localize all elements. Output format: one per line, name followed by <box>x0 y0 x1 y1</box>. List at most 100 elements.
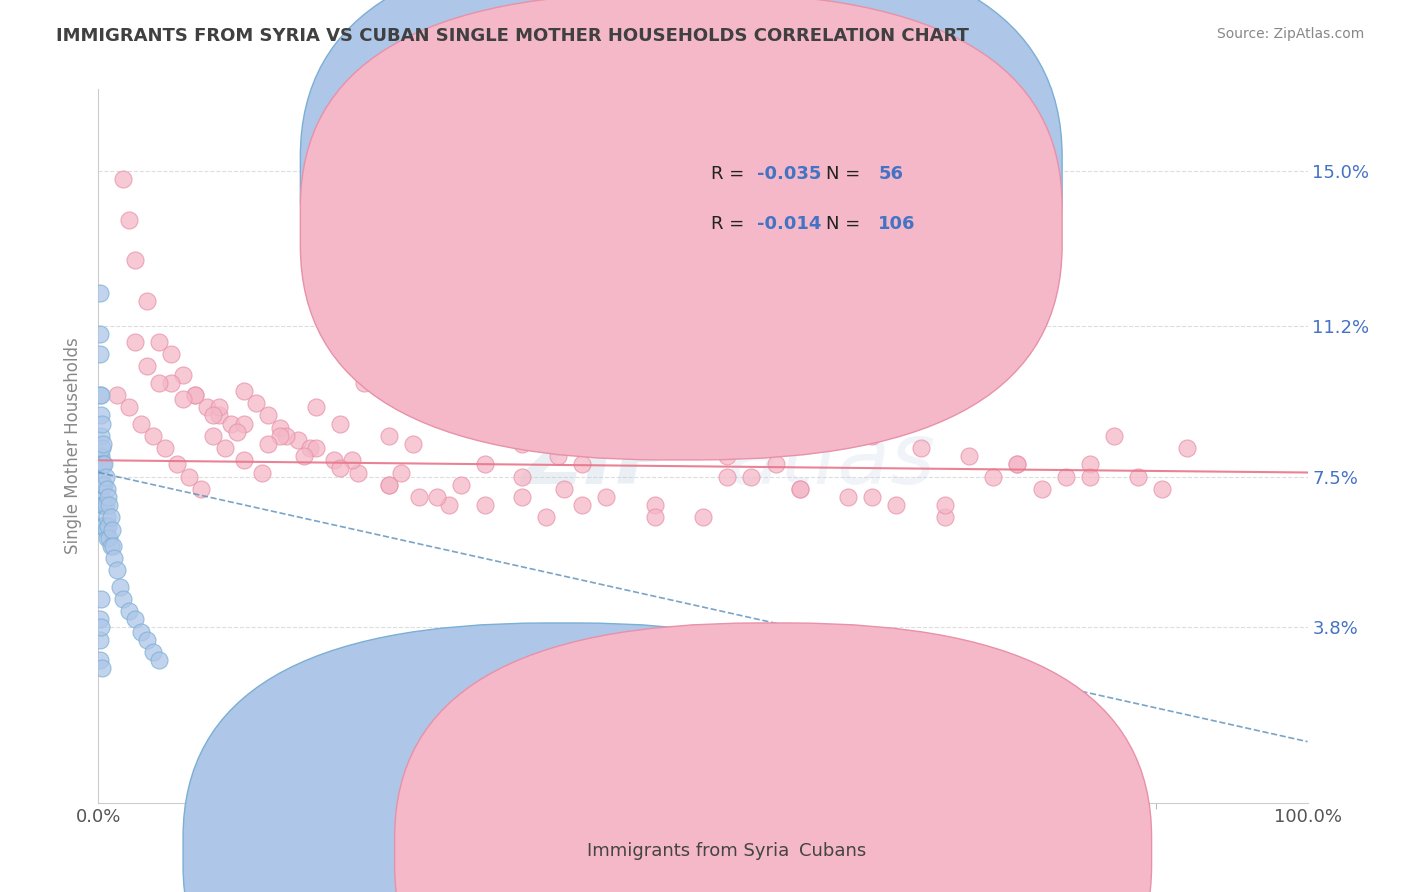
Point <box>474 425 496 439</box>
Point <box>377 477 399 491</box>
Point <box>595 490 617 504</box>
Point <box>91 477 114 491</box>
Point <box>172 368 194 382</box>
Point <box>692 510 714 524</box>
Text: ZIP: ZIP <box>522 418 679 502</box>
Point <box>256 437 278 451</box>
Point <box>644 498 666 512</box>
Point <box>105 563 128 577</box>
Point <box>221 417 243 431</box>
Point <box>160 347 183 361</box>
Point <box>100 523 122 537</box>
Point <box>474 498 496 512</box>
Point <box>256 409 278 423</box>
Point <box>232 417 254 431</box>
Point <box>437 498 460 512</box>
Point <box>148 376 170 390</box>
Point <box>860 490 883 504</box>
Point <box>329 461 352 475</box>
Point <box>1007 458 1029 472</box>
Point <box>740 469 762 483</box>
Point <box>668 441 690 455</box>
Point <box>789 482 811 496</box>
Point <box>89 612 111 626</box>
Point <box>789 482 811 496</box>
Point <box>269 420 291 434</box>
Point <box>860 429 883 443</box>
Point <box>547 449 569 463</box>
Text: Cubans: Cubans <box>799 842 866 860</box>
Point <box>111 172 134 186</box>
Point <box>124 253 146 268</box>
Point <box>91 661 114 675</box>
Point <box>305 401 328 415</box>
Text: R =: R = <box>711 216 751 234</box>
Point <box>595 417 617 431</box>
Point <box>510 490 533 504</box>
Point <box>124 334 146 349</box>
Point <box>837 490 859 504</box>
Point <box>474 458 496 472</box>
Point <box>100 510 122 524</box>
Point <box>534 510 557 524</box>
FancyBboxPatch shape <box>637 132 1000 253</box>
Point <box>97 490 120 504</box>
Point <box>118 604 141 618</box>
Point <box>184 388 207 402</box>
Point <box>91 437 114 451</box>
Point <box>96 510 118 524</box>
Point <box>765 458 787 472</box>
Point <box>172 392 194 406</box>
Point <box>214 441 236 455</box>
Point <box>103 551 125 566</box>
Point <box>91 441 114 455</box>
Point <box>90 620 112 634</box>
Point <box>89 632 111 647</box>
Point <box>100 539 122 553</box>
Point <box>118 401 141 415</box>
Point <box>166 458 188 472</box>
Point <box>89 286 111 301</box>
Point <box>105 388 128 402</box>
Point <box>96 531 118 545</box>
Text: Source: ZipAtlas.com: Source: ZipAtlas.com <box>1216 27 1364 41</box>
Point <box>135 632 157 647</box>
Point <box>90 490 112 504</box>
Point <box>1175 441 1198 455</box>
Point <box>96 482 118 496</box>
Point <box>1102 429 1125 443</box>
Point <box>323 453 346 467</box>
Point <box>153 441 176 455</box>
Point <box>450 477 472 491</box>
Point <box>269 429 291 443</box>
Point <box>90 449 112 463</box>
Point <box>957 449 980 463</box>
Point <box>190 482 212 496</box>
Point <box>93 498 115 512</box>
Point <box>142 645 165 659</box>
Point <box>93 458 115 472</box>
Point <box>208 401 231 415</box>
Point <box>377 477 399 491</box>
FancyBboxPatch shape <box>301 0 1062 460</box>
Point <box>98 498 121 512</box>
Point <box>89 653 111 667</box>
Point <box>716 449 738 463</box>
Point <box>1031 482 1053 496</box>
Point <box>571 498 593 512</box>
Point <box>142 429 165 443</box>
Point <box>89 347 111 361</box>
Point <box>329 417 352 431</box>
Point <box>250 466 273 480</box>
Point <box>631 429 654 443</box>
Point <box>98 531 121 545</box>
Point <box>129 417 152 431</box>
Point <box>305 441 328 455</box>
Point <box>111 591 134 606</box>
Point <box>91 458 114 472</box>
Point <box>426 490 449 504</box>
Text: -0.014: -0.014 <box>758 216 821 234</box>
Point <box>274 429 297 443</box>
Point <box>910 441 932 455</box>
Point <box>342 453 364 467</box>
